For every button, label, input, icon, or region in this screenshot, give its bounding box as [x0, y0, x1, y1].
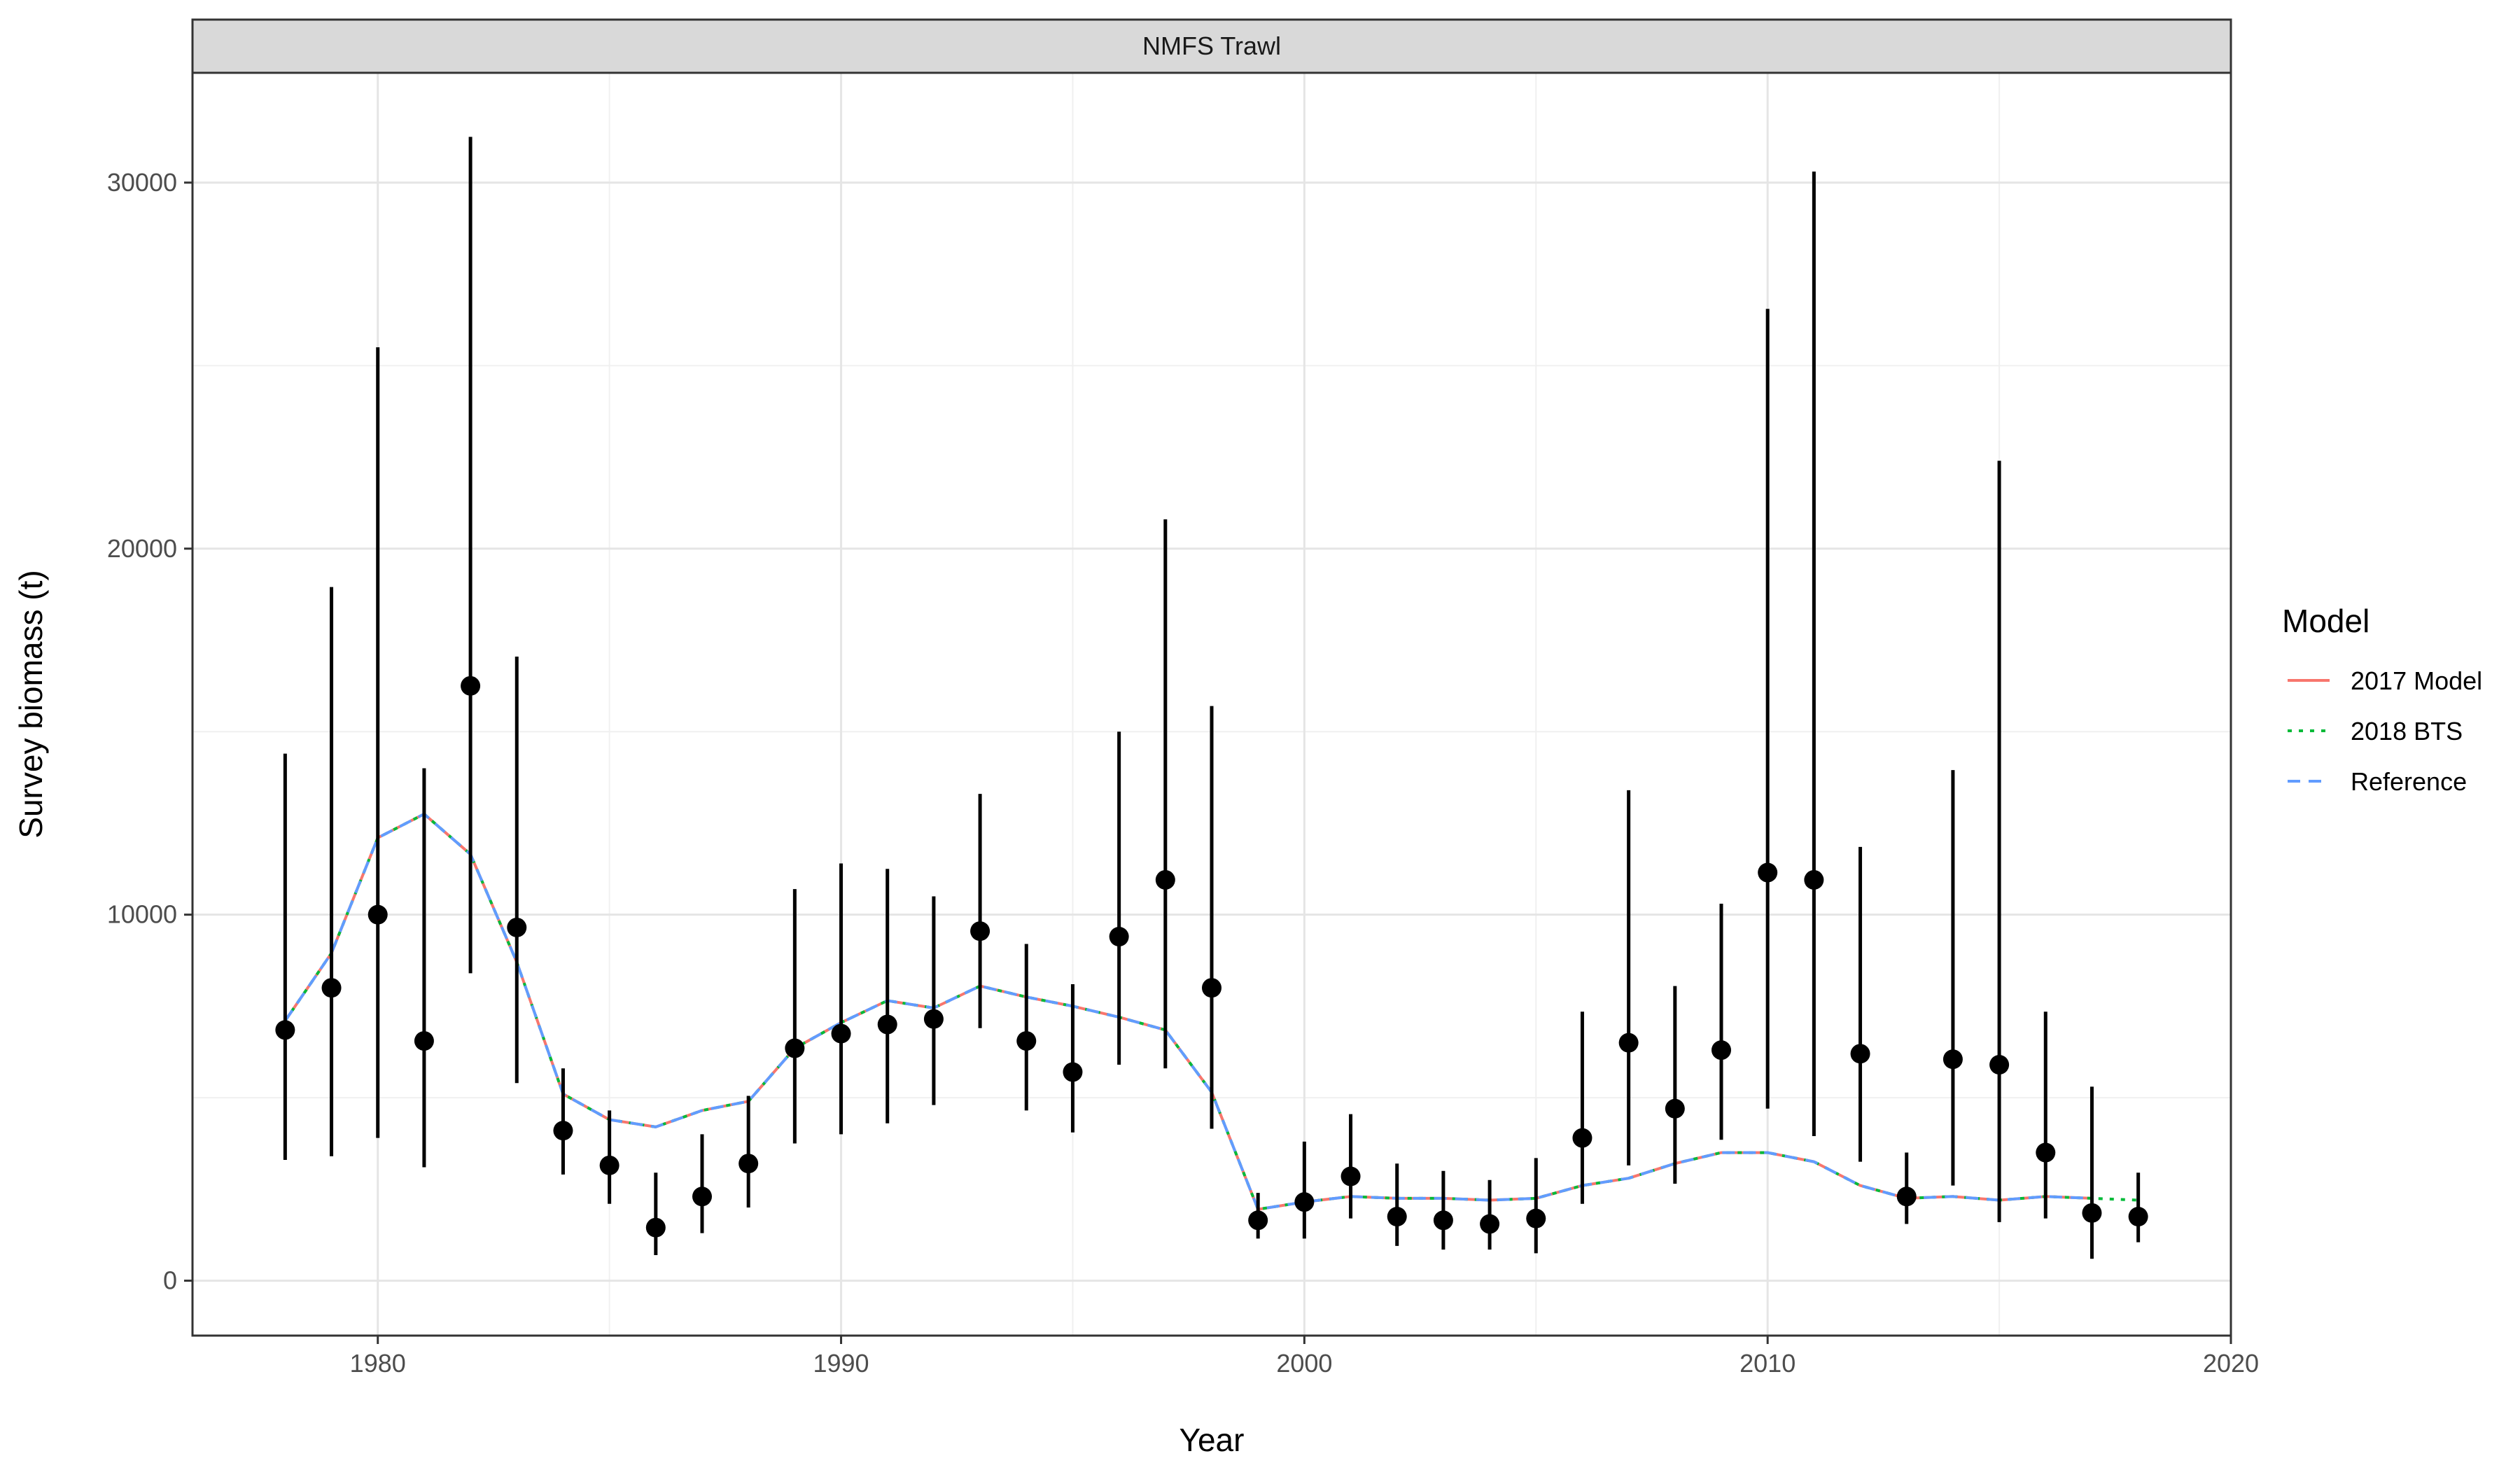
y-axis-title: Survey biomass (t) — [13, 570, 49, 838]
observation-point — [970, 921, 990, 941]
observation-point — [1618, 1032, 1639, 1053]
observation-point — [1942, 1049, 1963, 1070]
legend-items: 2017 Model 2018 BTS Reference — [2288, 666, 2482, 796]
y-axis: 0 10000 20000 30000 — [107, 168, 192, 1295]
facet-strip: NMFS Trawl — [191, 18, 2232, 74]
observation-point — [414, 1031, 434, 1051]
legend-label: Reference — [2351, 767, 2467, 796]
observation-point — [1063, 1062, 1083, 1082]
observation-point — [1248, 1210, 1268, 1231]
observation-point — [1712, 1040, 1731, 1060]
observation-point — [1850, 1044, 1870, 1064]
y-tick-label: 30000 — [107, 168, 177, 197]
y-tick-label: 20000 — [107, 534, 177, 563]
observation-point — [923, 1009, 944, 1029]
observation-point — [1572, 1128, 1592, 1148]
observation-point — [321, 978, 342, 998]
observation-point — [1665, 1098, 1685, 1119]
x-tick-label: 1990 — [813, 1349, 869, 1378]
observation-point — [1526, 1208, 1546, 1228]
observation-point — [461, 676, 481, 696]
plot-panel-border — [191, 71, 2232, 1337]
x-tick-label: 1980 — [350, 1349, 406, 1378]
observation-point — [1758, 862, 1778, 883]
x-tick-label: 2010 — [1740, 1349, 1795, 1378]
observation-point — [877, 1014, 897, 1035]
observation-point — [2082, 1203, 2102, 1223]
x-axis-title: Year — [1180, 1422, 1245, 1458]
y-tick-label: 0 — [163, 1266, 177, 1295]
observation-point — [1896, 1186, 1917, 1207]
observation-point — [275, 1020, 295, 1040]
observation-point — [1016, 1031, 1037, 1051]
x-axis: 1980 1990 2000 2010 2020 — [350, 1336, 2259, 1378]
facet-strip-background — [191, 18, 2232, 74]
error-bars — [283, 136, 2141, 1259]
observation-point — [738, 1154, 759, 1174]
grid-major — [192, 73, 2232, 1336]
plot-panel — [192, 73, 2231, 1336]
observation-point — [1340, 1166, 1361, 1186]
series-line-reference — [284, 812, 2092, 1211]
observation-points — [275, 676, 2148, 1238]
observation-point — [692, 1186, 712, 1207]
observation-point — [1202, 978, 1222, 998]
legend-title: Model — [2282, 603, 2370, 639]
observation-point — [1387, 1207, 1407, 1227]
observation-point — [1804, 869, 1824, 890]
observation-point — [1433, 1210, 1453, 1231]
observation-point — [831, 1023, 851, 1044]
observation-point — [2036, 1142, 2056, 1163]
observation-point — [785, 1038, 805, 1058]
x-tick-label: 2020 — [2203, 1349, 2259, 1378]
observation-point — [507, 917, 527, 937]
legend-label: 2017 Model — [2351, 666, 2482, 695]
facet-strip-label: NMFS Trawl — [1142, 31, 1281, 60]
observation-point — [599, 1155, 620, 1175]
x-tick-label: 2000 — [1276, 1349, 1332, 1378]
observation-point — [1155, 869, 1175, 890]
observation-point — [645, 1217, 666, 1238]
legend: Model 2017 Model 2018 BTS Reference — [2282, 603, 2482, 796]
observation-point — [1294, 1192, 1315, 1212]
observation-point — [1989, 1055, 2010, 1075]
observation-point — [368, 904, 388, 925]
y-tick-label: 10000 — [107, 900, 177, 929]
observation-point — [2128, 1207, 2148, 1227]
observation-point — [553, 1121, 573, 1141]
legend-label: 2018 BTS — [2351, 717, 2463, 746]
observation-point — [1480, 1214, 1500, 1234]
observation-point — [1109, 927, 1129, 947]
